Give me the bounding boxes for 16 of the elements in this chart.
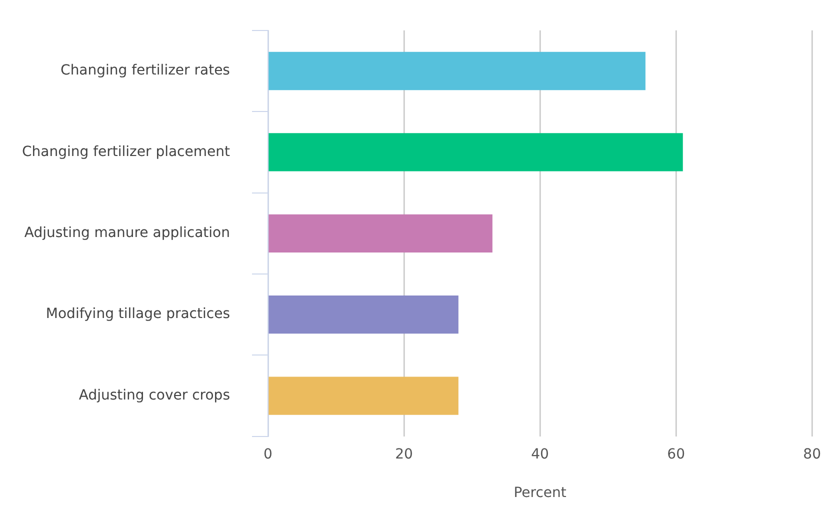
y-tick-label: Modifying tillage practices (46, 306, 230, 322)
y-tick-label: Changing fertilizer placement (22, 144, 230, 160)
y-tick-label: Adjusting manure application (24, 225, 230, 242)
x-tick-label: 80 (803, 446, 822, 462)
bar (268, 52, 646, 90)
bar (268, 296, 458, 334)
x-tick-label: 60 (667, 446, 685, 462)
bar (268, 376, 458, 415)
bar (268, 133, 683, 172)
x-tick-label: 0 (264, 446, 272, 462)
x-axis-title: Percent (514, 485, 567, 502)
y-tick-label: Adjusting cover crops (78, 387, 230, 404)
x-tick-label: 20 (395, 446, 413, 462)
y-tick-label: Changing fertilizer rates (60, 62, 230, 79)
bar (268, 214, 492, 252)
x-tick-label: 40 (531, 446, 549, 462)
